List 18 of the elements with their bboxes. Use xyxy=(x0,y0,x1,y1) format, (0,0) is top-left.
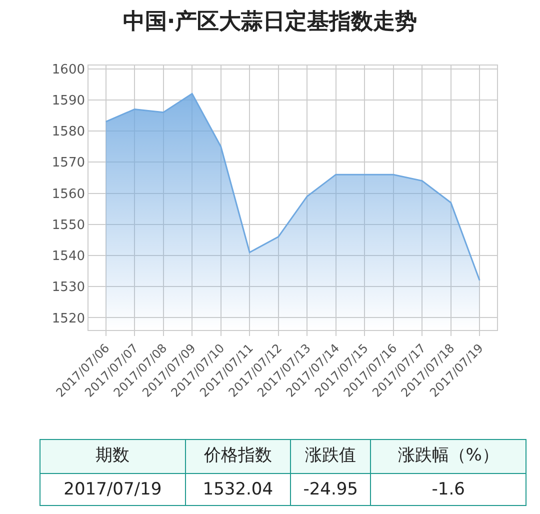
text: 价格指数 xyxy=(202,445,272,466)
y-tick-label: 1590 xyxy=(52,93,85,108)
y-tick-label: 1560 xyxy=(52,186,85,202)
y-tick-label: 1530 xyxy=(52,280,85,296)
text: -1.6 xyxy=(432,479,465,500)
text: 2017/07/19 xyxy=(64,479,162,500)
text: 涨跌幅（%） xyxy=(398,445,499,466)
text: 1532.04 xyxy=(202,479,274,500)
text: -24.95 xyxy=(303,479,358,500)
y-tick-label: 1570 xyxy=(52,156,85,171)
text: 涨跌值 xyxy=(305,445,356,466)
y-tick-label: 1540 xyxy=(52,249,85,264)
text: 期数 xyxy=(96,445,130,466)
y-tick-label: 1550 xyxy=(52,218,85,233)
y-tick-label: 1580 xyxy=(52,124,85,140)
y-tick-label: 1600 xyxy=(52,62,85,78)
y-tick-label: 1520 xyxy=(52,311,85,326)
chart-title: 中国·产区大蒜日定基指数走势 xyxy=(122,8,418,34)
